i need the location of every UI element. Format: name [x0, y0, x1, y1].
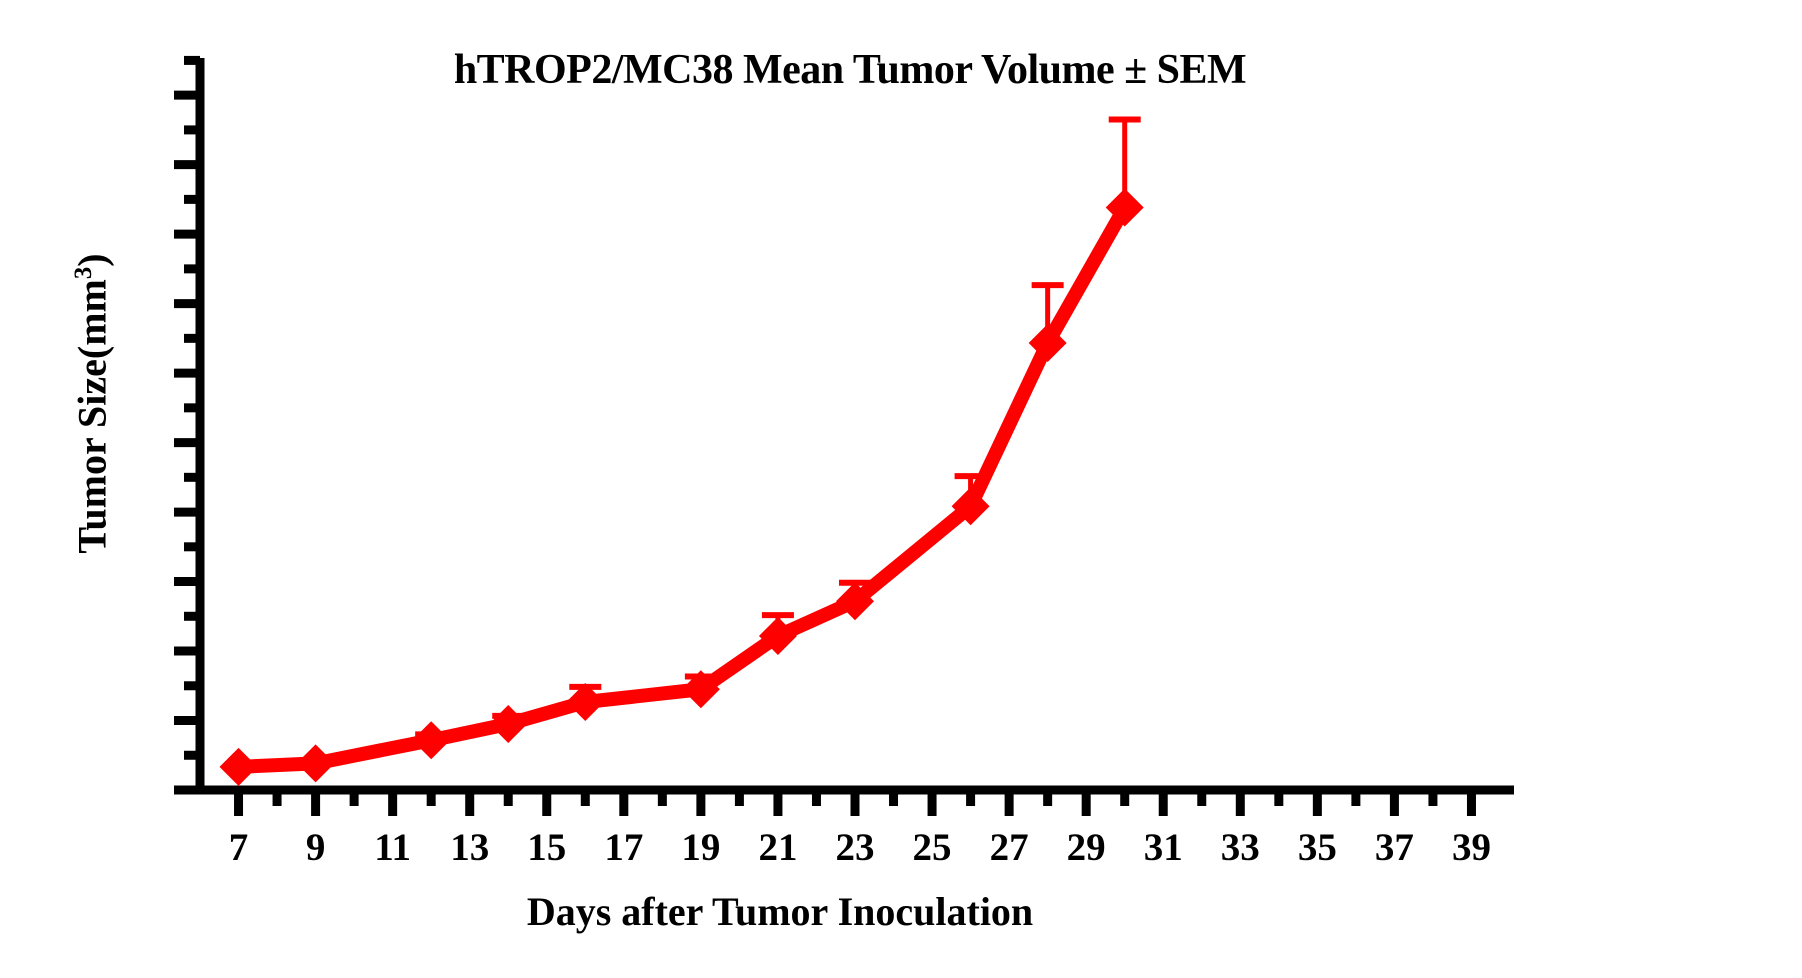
x-tick-label: 35 — [1297, 826, 1337, 869]
series-line — [231, 200, 1132, 774]
x-tick-label: 29 — [1066, 826, 1106, 869]
x-tick-label: 7 — [228, 826, 249, 869]
x-tick-label: 13 — [450, 826, 490, 869]
data-point-marker — [758, 616, 797, 655]
data-point-marker — [951, 487, 990, 526]
x-axis-title: Days after Tumor Inoculation — [526, 889, 1034, 934]
x-tick-label: 27 — [989, 826, 1029, 869]
x-tick-label: 15 — [527, 826, 567, 869]
x-tick-label: 31 — [1143, 826, 1183, 869]
x-tick-label: 23 — [835, 826, 875, 869]
chart-title: hTROP2/MC38 Mean Tumor Volume ± SEM — [453, 47, 1247, 93]
data-point-marker — [489, 704, 528, 743]
data-point-marker — [566, 682, 605, 721]
x-tick-label: 39 — [1451, 826, 1491, 869]
data-point-marker — [412, 721, 451, 760]
x-tick-label: 37 — [1374, 826, 1414, 869]
x-tick-label: 11 — [374, 826, 412, 869]
data-point-marker — [1028, 323, 1067, 362]
data-point-marker — [1105, 188, 1144, 227]
data-point-marker — [219, 747, 258, 786]
data-point-marker — [681, 670, 720, 709]
x-tick-label: 9 — [305, 826, 326, 869]
data-point-marker — [296, 744, 335, 783]
x-tick-label: 25 — [912, 826, 952, 869]
x-tick-label: 33 — [1220, 826, 1260, 869]
data-point-marker — [836, 582, 874, 621]
axes — [174, 55, 1514, 816]
x-tick-label: 21 — [758, 826, 798, 869]
x-tick-label: 17 — [604, 826, 644, 869]
data-series-line — [219, 116, 1144, 786]
x-tick-label: 19 — [681, 826, 721, 869]
